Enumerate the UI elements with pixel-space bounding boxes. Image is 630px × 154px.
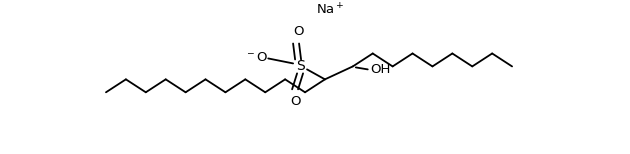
Text: OH: OH	[370, 63, 391, 76]
Text: O: O	[290, 95, 301, 108]
Text: $^-$O: $^-$O	[246, 51, 269, 64]
Text: S: S	[295, 59, 304, 73]
Text: Na$^+$: Na$^+$	[316, 2, 344, 17]
Text: O: O	[293, 25, 303, 38]
